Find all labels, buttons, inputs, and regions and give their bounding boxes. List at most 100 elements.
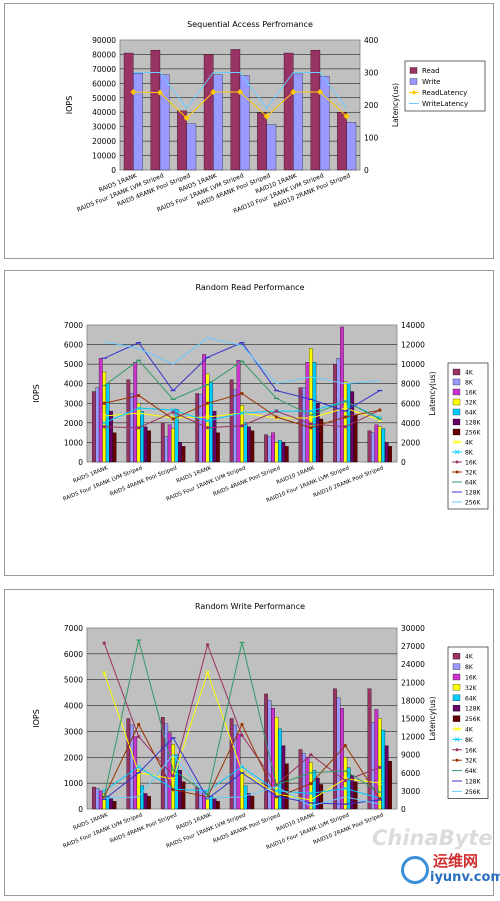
y-tick-label: 0 <box>78 458 83 467</box>
chart-title: Random Write Performance <box>195 602 305 611</box>
y2-tick-label: 6000 <box>401 769 420 778</box>
chart-random-write: Random Write Performance 0 1000 2000 3000 400… <box>32 602 489 851</box>
bar <box>284 763 289 810</box>
legend-swatch <box>452 715 461 722</box>
legend-label: 64K <box>465 410 478 417</box>
y2-tick-label: 300 <box>364 69 379 78</box>
bar <box>388 446 392 463</box>
y-tick-label: 4000 <box>64 702 83 711</box>
legend-swatch <box>452 378 461 386</box>
bar <box>160 422 165 463</box>
line-point <box>274 788 279 794</box>
y2-tick-label: 100 <box>364 134 379 143</box>
line-point <box>343 744 347 748</box>
line-point <box>343 779 347 783</box>
bar <box>109 410 113 463</box>
bar <box>181 781 186 810</box>
line-point <box>274 415 279 419</box>
bar <box>92 391 96 463</box>
bar <box>371 432 375 463</box>
bar <box>126 379 131 463</box>
y-tick-label: 30000 <box>92 123 116 132</box>
bar <box>343 757 348 810</box>
legend-swatch <box>452 684 461 691</box>
y-tick-label: 4000 <box>64 380 83 389</box>
x-tick-label: RAID5 4RANK Pool Striped <box>212 812 281 844</box>
legend-label: 32K <box>465 685 478 692</box>
line-point <box>343 786 348 791</box>
watermark-logo-icon <box>401 856 429 884</box>
line-point <box>378 765 382 769</box>
chart-random-read: Random Read Performance 0 1000 2000 3000 4000… <box>32 283 489 510</box>
y-tick-label: 5000 <box>64 360 83 369</box>
bar <box>167 424 172 463</box>
y2-tick-label: 3000 <box>401 787 420 796</box>
chart-sequential: Sequential Access Perfromance 0 10000 20000… <box>65 20 486 215</box>
line-point <box>101 420 107 426</box>
watermark-site-cn: 运维网 <box>433 852 479 870</box>
y-tick-label: 2000 <box>64 419 83 428</box>
bar <box>350 391 355 463</box>
legend-label: ReadLatency <box>422 89 467 97</box>
line-point <box>205 401 210 405</box>
bar <box>353 781 358 810</box>
line-point <box>136 764 141 770</box>
legend-label: 8K <box>465 380 474 387</box>
line-point <box>240 722 244 727</box>
bar <box>305 757 310 810</box>
legend-swatch <box>452 653 461 660</box>
legend-swatch <box>452 388 461 396</box>
bar <box>195 393 200 463</box>
legend-label: 8K <box>465 737 474 744</box>
y2-tick-label: 27000 <box>401 642 425 651</box>
line-point <box>130 89 137 95</box>
bar <box>337 112 347 171</box>
y2-tick-label: 0 <box>401 805 406 814</box>
line-point <box>343 425 347 429</box>
line-point <box>378 408 382 412</box>
line-point <box>308 415 314 421</box>
y2-tick-label: 200 <box>364 101 379 110</box>
bar <box>309 762 313 810</box>
legend-label: 8K <box>465 450 474 457</box>
line-point <box>205 418 210 424</box>
x-tick-label: RAID5 4RANK Pool Striped <box>212 465 281 497</box>
bar <box>147 430 151 463</box>
bar <box>98 358 103 463</box>
bar <box>95 387 100 463</box>
legend-label: 128K <box>465 706 481 713</box>
line-point <box>308 408 314 414</box>
line-point <box>205 414 210 420</box>
bar <box>143 793 148 810</box>
bar <box>112 432 117 463</box>
line-point <box>317 89 323 95</box>
y2-tick-label: 6000 <box>401 399 420 408</box>
bar <box>274 442 279 463</box>
legend-label: 4K <box>465 370 474 377</box>
bar <box>123 52 134 171</box>
bar <box>143 426 148 463</box>
chart-panel-sequential: Sequential Access Perfromance 0 10000 20000… <box>4 3 494 259</box>
bar <box>109 798 113 810</box>
bar <box>346 122 357 171</box>
legend-label: 32K <box>465 758 478 765</box>
bar <box>278 440 282 463</box>
y-tick-label: 90000 <box>92 36 116 45</box>
series-line <box>133 72 348 110</box>
bar <box>216 801 220 810</box>
line-point <box>290 89 297 95</box>
bar <box>257 112 267 171</box>
y-axis-label: IOPS <box>32 384 41 403</box>
y2-tick-label: 21000 <box>401 678 425 687</box>
legend-label: Write <box>422 78 440 86</box>
y2-tick-label: 12000 <box>401 733 425 742</box>
bar <box>92 786 96 810</box>
y-tick-label: 10000 <box>92 152 116 161</box>
y-tick-label: 1000 <box>64 779 83 788</box>
bar <box>239 75 250 171</box>
y2-tick-label: 8000 <box>401 380 420 389</box>
line-point <box>137 426 141 430</box>
legend-label: 64K <box>465 695 478 702</box>
line-point <box>343 113 350 120</box>
line-point <box>210 89 217 95</box>
